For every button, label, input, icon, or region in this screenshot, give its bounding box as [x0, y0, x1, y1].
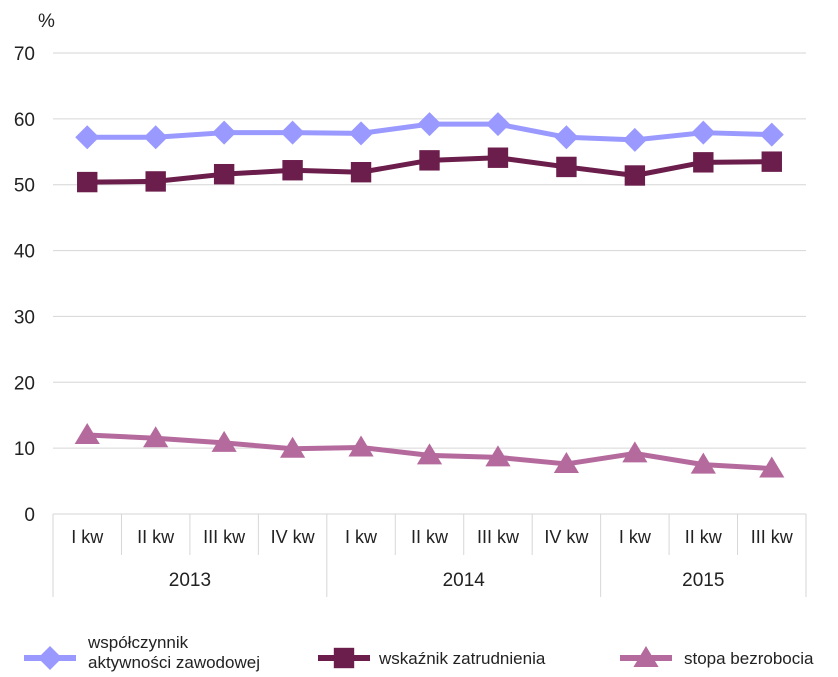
data-point-diamond: [485, 112, 510, 137]
data-point-triangle: [485, 445, 511, 467]
data-point-diamond: [75, 125, 100, 150]
x-group-label: 2013: [169, 570, 211, 591]
series-triangle: [74, 422, 785, 478]
x-tick-label: III kw: [203, 527, 246, 547]
data-point-diamond: [349, 121, 374, 146]
series-square: [77, 147, 782, 193]
legend-label: współczynnik: [87, 633, 189, 652]
x-axis: I kw II kw III kw IV kw I kw II kw III kw IV kw…: [52, 514, 807, 597]
y-tick-label: 40: [14, 242, 35, 263]
y-tick-label: 70: [14, 44, 35, 65]
data-point-square: [350, 162, 372, 183]
data-point-square: [333, 647, 355, 669]
data-point-triangle: [211, 430, 237, 452]
data-point-square: [487, 147, 509, 168]
x-group-label: 2014: [443, 570, 486, 591]
data-point-square: [77, 171, 98, 193]
data-point-triangle: [633, 646, 659, 667]
data-point-square: [693, 152, 714, 173]
legend-item: wskaźnik zatrudnienia: [318, 647, 546, 669]
legend-label: stopa bezrobocia: [684, 649, 814, 668]
x-tick-label: I kw: [619, 527, 652, 547]
y-axis-ticks: 0 10 20 30 40 50 60 70: [14, 44, 35, 526]
y-tick-label: 10: [14, 439, 35, 460]
series-layer: [74, 112, 785, 478]
x-group-label: 2015: [682, 570, 724, 591]
data-point-diamond: [759, 122, 784, 147]
data-point-triangle: [348, 435, 374, 457]
data-point-diamond: [622, 127, 647, 152]
data-point-triangle: [416, 443, 443, 465]
gridlines: [53, 52, 806, 515]
legend-item: stopa bezrobocia: [620, 646, 814, 668]
data-point-triangle: [553, 451, 580, 473]
x-tick-label: III kw: [477, 527, 520, 547]
data-point-diamond: [554, 125, 579, 150]
x-tick-label: II kw: [137, 527, 175, 547]
y-tick-label: 20: [14, 373, 35, 394]
data-point-diamond: [143, 125, 168, 150]
data-point-diamond: [212, 120, 237, 145]
data-point-triangle: [74, 422, 100, 444]
x-tick-label: I kw: [71, 527, 104, 547]
data-point-triangle: [143, 426, 169, 448]
x-tick-label: IV kw: [544, 527, 589, 547]
x-tick-label: II kw: [411, 527, 449, 547]
y-tick-label: 30: [14, 307, 35, 328]
series-diamond: [75, 112, 784, 152]
data-point-diamond: [417, 112, 442, 137]
data-point-triangle: [622, 441, 648, 463]
data-point-square: [145, 171, 166, 192]
x-tick-label: III kw: [751, 527, 794, 547]
data-point-square: [556, 156, 577, 178]
data-point-triangle: [759, 456, 785, 478]
data-point-square: [282, 160, 303, 181]
x-tick-label: I kw: [345, 527, 378, 547]
y-axis-unit-label: %: [38, 11, 55, 32]
data-point-triangle: [690, 452, 716, 474]
y-tick-label: 60: [14, 110, 35, 131]
legend-label: aktywności zawodowej: [88, 653, 260, 672]
legend-label: wskaźnik zatrudnienia: [378, 649, 546, 668]
data-point-diamond: [691, 120, 716, 145]
x-tick-label: IV kw: [271, 527, 316, 547]
data-point-square: [761, 151, 782, 172]
x-tick-label: II kw: [685, 527, 723, 547]
y-tick-label: 50: [14, 176, 35, 197]
data-point-square: [419, 150, 440, 171]
data-point-triangle: [279, 436, 306, 458]
data-point-diamond: [38, 646, 62, 670]
y-tick-label: 0: [24, 505, 35, 526]
data-point-square: [624, 165, 646, 186]
data-point-diamond: [280, 120, 305, 145]
data-point-square: [213, 163, 235, 185]
